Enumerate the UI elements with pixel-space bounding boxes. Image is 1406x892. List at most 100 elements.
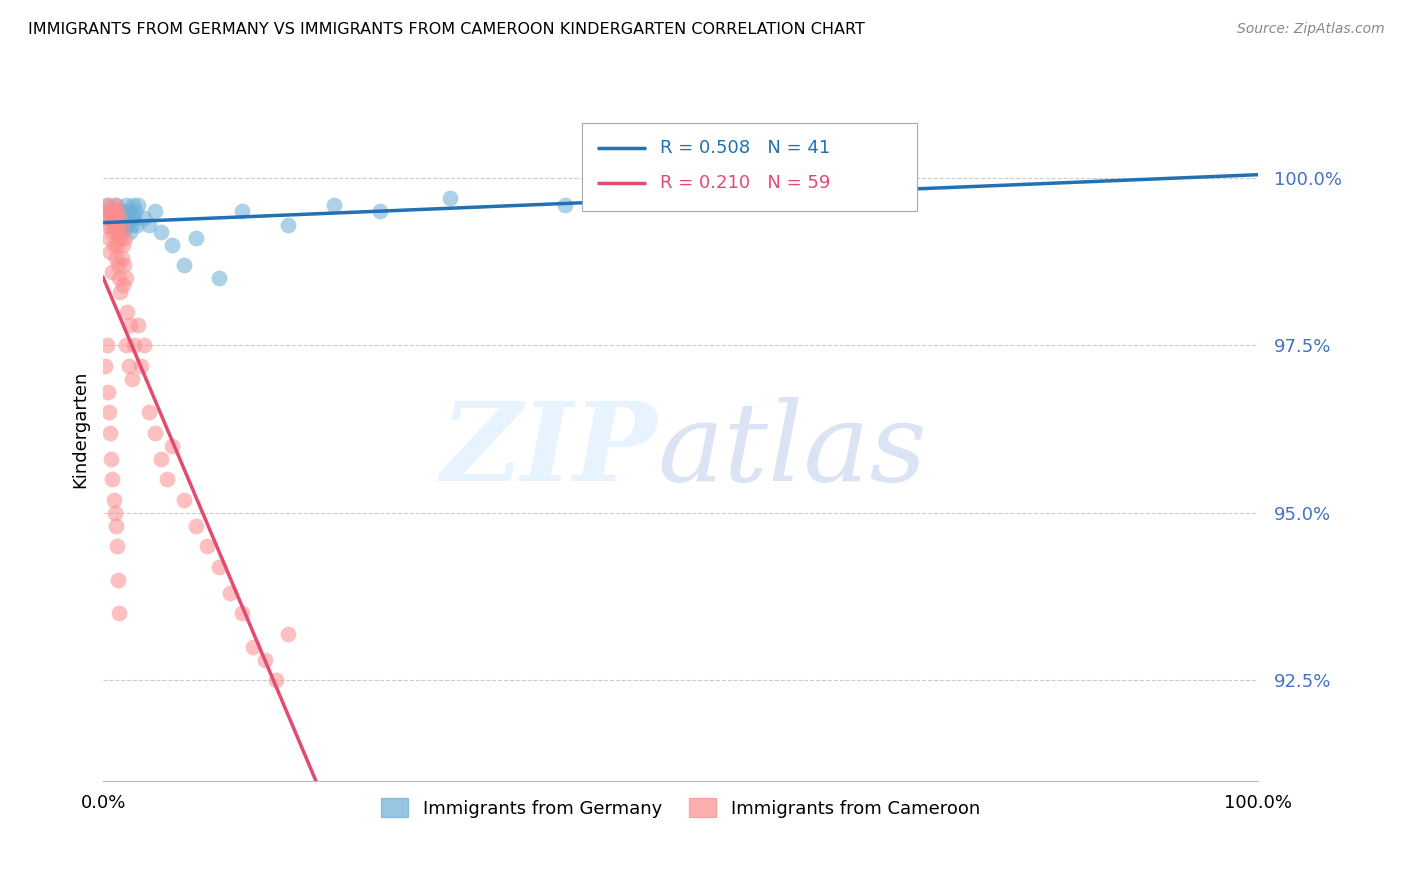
Point (117, 218, 139, 232)
Point (101, 225, 124, 239)
Point (117, 359, 139, 373)
Point (117, 204, 139, 219)
Point (184, 231, 207, 245)
Point (156, 473, 179, 487)
Point (105, 238, 128, 252)
Point (97, 231, 120, 245)
Point (184, 519, 207, 533)
Point (103, 204, 125, 219)
Text: Source: ZipAtlas.com: Source: ZipAtlas.com (1237, 22, 1385, 37)
Point (97, 204, 120, 219)
Point (877, 170, 900, 185)
Legend: Immigrants from Germany, Immigrants from Cameroon: Immigrants from Germany, Immigrants from… (374, 791, 987, 825)
Point (132, 211, 155, 226)
Point (124, 211, 146, 226)
Point (96, 338, 118, 352)
Point (101, 265, 124, 279)
Point (94, 359, 117, 373)
Point (127, 198, 149, 212)
FancyBboxPatch shape (582, 123, 917, 211)
Point (104, 218, 127, 232)
Point (132, 338, 155, 352)
Point (110, 225, 132, 239)
Point (107, 258, 129, 272)
Point (107, 218, 129, 232)
Text: R = 0.508   N = 41: R = 0.508 N = 41 (659, 139, 830, 157)
Point (554, 198, 576, 212)
Point (115, 198, 138, 212)
Point (100, 211, 122, 226)
Point (103, 492, 125, 507)
Point (94, 204, 117, 219)
Point (107, 204, 129, 219)
Point (143, 204, 166, 219)
Point (104, 225, 127, 239)
Point (207, 271, 229, 285)
Point (105, 204, 128, 219)
Point (115, 338, 138, 352)
Point (110, 211, 132, 226)
Point (231, 607, 253, 621)
Point (100, 452, 122, 467)
Point (104, 204, 127, 219)
Point (138, 405, 160, 419)
Point (96, 198, 118, 212)
Point (121, 218, 143, 232)
Point (149, 225, 172, 239)
Point (727, 191, 749, 205)
Point (112, 258, 135, 272)
Point (108, 211, 131, 226)
Point (97, 405, 120, 419)
Point (138, 218, 160, 232)
Point (323, 198, 346, 212)
Point (104, 211, 127, 226)
Point (110, 285, 132, 299)
Point (104, 218, 127, 232)
Point (207, 559, 229, 574)
Point (124, 338, 146, 352)
Point (117, 305, 139, 319)
Point (108, 218, 131, 232)
Point (118, 318, 141, 333)
Point (121, 372, 143, 386)
Point (105, 540, 128, 554)
Point (253, 653, 276, 667)
Point (100, 218, 122, 232)
Point (173, 258, 195, 272)
Point (98, 244, 121, 259)
Y-axis label: Kindergarten: Kindergarten (72, 370, 89, 488)
Point (231, 204, 253, 219)
Point (124, 204, 146, 219)
Point (98, 425, 121, 440)
Point (368, 204, 391, 219)
Point (115, 271, 138, 285)
Text: atlas: atlas (658, 397, 927, 504)
Point (277, 626, 299, 640)
Point (219, 586, 242, 600)
Point (104, 519, 127, 533)
Point (104, 252, 127, 266)
Point (120, 211, 142, 226)
Point (143, 425, 166, 440)
Point (439, 191, 461, 205)
Point (104, 198, 127, 212)
Point (118, 225, 141, 239)
Point (107, 573, 129, 587)
Point (110, 252, 132, 266)
Point (97, 204, 120, 219)
Point (112, 218, 135, 232)
Point (105, 211, 128, 226)
Point (111, 278, 134, 293)
Point (101, 473, 124, 487)
Point (110, 231, 132, 245)
Point (104, 198, 127, 212)
Point (98, 211, 121, 226)
Point (103, 238, 125, 252)
Text: ZIP: ZIP (440, 397, 658, 504)
Text: R = 0.210   N = 59: R = 0.210 N = 59 (659, 174, 830, 192)
Point (108, 271, 131, 285)
Point (127, 318, 149, 333)
Point (129, 359, 152, 373)
Point (162, 238, 184, 252)
Point (97, 198, 120, 212)
